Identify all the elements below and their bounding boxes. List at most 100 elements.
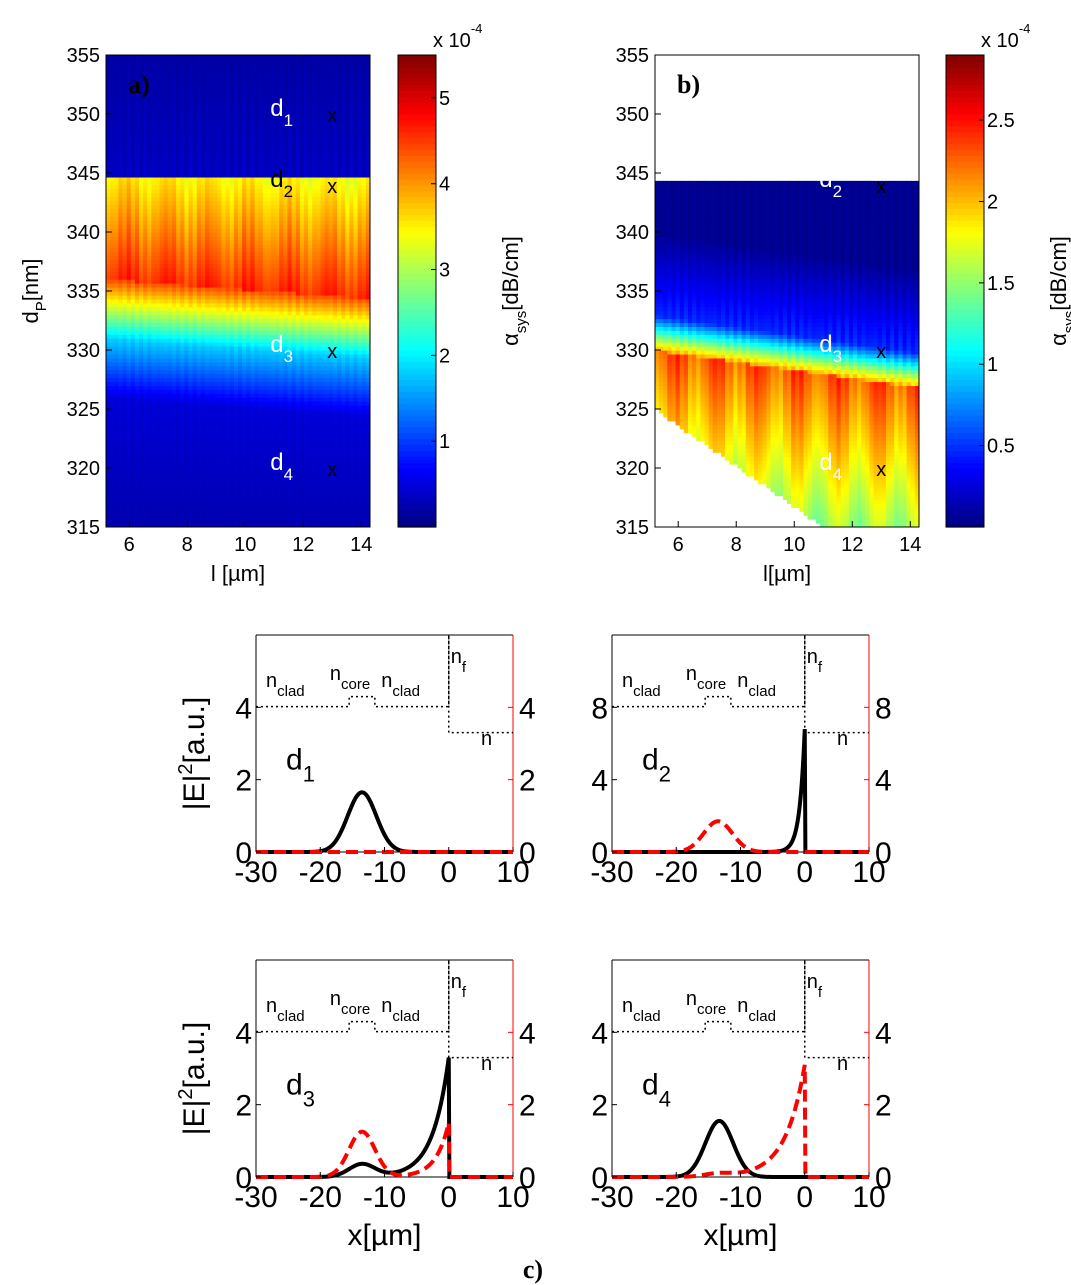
heatmap-cell [118, 55, 124, 60]
heatmap-cell [262, 220, 268, 225]
heatmap-cell [238, 322, 243, 327]
heatmap-cell [200, 326, 206, 331]
heatmap-cell [213, 346, 218, 351]
heatmap-cell [209, 291, 214, 296]
heatmap-cell [271, 310, 276, 316]
heatmap-cell [225, 106, 231, 111]
heatmap-cell [167, 279, 173, 284]
heatmap-cell [176, 216, 181, 221]
heatmap-cell [205, 318, 210, 324]
heatmap-cell [151, 279, 157, 284]
heatmap-cell [114, 428, 119, 434]
heatmap-cell [114, 361, 119, 367]
heatmap-cell [130, 110, 136, 115]
heatmap-cell [192, 503, 198, 508]
heatmap-cell [254, 129, 260, 135]
heatmap-cell [143, 58, 148, 64]
heatmap-cell [192, 102, 198, 107]
heatmap-cell [118, 381, 124, 386]
heatmap-cell [114, 173, 119, 178]
heatmap-cell [209, 519, 214, 524]
heatmap-cell [250, 298, 256, 304]
heatmap-cell [221, 74, 227, 80]
heatmap-cell [225, 491, 231, 497]
heatmap-cell [192, 444, 198, 449]
heatmap-cell [200, 409, 206, 414]
heatmap-cell [114, 412, 119, 418]
heatmap-cell [163, 424, 169, 430]
heatmap-cell [258, 224, 264, 229]
heatmap-cell [217, 483, 223, 489]
heatmap-cell [151, 121, 157, 127]
heatmap-cell [167, 471, 173, 477]
heatmap-cell [217, 125, 223, 131]
heatmap-cell [122, 114, 128, 119]
heatmap-cell [246, 519, 251, 524]
heatmap-cell [139, 330, 144, 335]
heatmap-cell [200, 479, 206, 485]
heatmap-cell [213, 78, 218, 84]
heatmap-cell [275, 401, 280, 406]
heatmap-cell [163, 452, 169, 457]
heatmap-cell [176, 263, 181, 268]
heatmap-cell [213, 322, 218, 327]
heatmap-cell [159, 62, 165, 68]
heatmap-cell [246, 239, 251, 245]
heatmap-cell [114, 271, 119, 276]
heatmap-cell [229, 157, 235, 162]
heatmap-cell [167, 326, 173, 331]
heatmap-cell [188, 314, 194, 320]
heatmap-cell [271, 255, 276, 261]
heatmap-cell [209, 180, 214, 186]
heatmap-cell [147, 499, 152, 504]
heatmap-cell [200, 519, 206, 524]
heatmap-cell [130, 102, 136, 107]
heatmap-cell [143, 184, 148, 190]
heatmap-cell [242, 491, 247, 497]
heatmap-cell [254, 243, 260, 249]
heatmap-cell [188, 519, 194, 524]
heatmap-cell [275, 424, 280, 430]
heatmap-cell [217, 381, 223, 386]
heatmap-cell [106, 180, 111, 186]
heatmap-cell [246, 129, 251, 135]
heatmap-cell [229, 479, 235, 485]
heatmap-cell [209, 298, 214, 304]
heatmap-cell [151, 259, 157, 265]
heatmap-cell [118, 90, 124, 95]
heatmap-cell [159, 165, 165, 170]
heatmap-cell [106, 306, 111, 312]
heatmap-cell [155, 279, 161, 284]
heatmap-cell [225, 110, 231, 115]
heatmap-cell [163, 102, 169, 107]
heatmap-cell [110, 401, 115, 406]
heatmap-cell [167, 173, 173, 178]
heatmap-cell [262, 361, 268, 367]
heatmap-cell [163, 346, 169, 351]
heatmap-cell [163, 471, 169, 477]
heatmap-cell [217, 165, 223, 170]
heatmap-cell [209, 149, 214, 154]
heatmap-cell [225, 314, 231, 320]
heatmap-cell [147, 188, 152, 194]
heatmap-cell [225, 74, 231, 80]
heatmap-cell [139, 165, 144, 170]
heatmap-cell [250, 330, 256, 335]
heatmap-cell [221, 279, 227, 284]
heatmap-cell [233, 263, 239, 268]
heatmap-cell [233, 385, 239, 390]
heatmap-cell [147, 200, 152, 206]
heatmap-cell [122, 350, 128, 355]
heatmap-cell [221, 420, 227, 426]
heatmap-cell [246, 507, 251, 512]
heatmap-cell [163, 180, 169, 186]
heatmap-cell [262, 267, 268, 272]
heatmap-cell [184, 184, 190, 190]
heatmap-cell [233, 66, 239, 72]
heatmap-cell [200, 106, 206, 111]
heatmap-cell [192, 279, 198, 284]
heatmap-cell [147, 228, 152, 233]
heatmap-cell [221, 306, 227, 312]
heatmap-cell [250, 291, 256, 296]
heatmap-cell [106, 121, 111, 127]
